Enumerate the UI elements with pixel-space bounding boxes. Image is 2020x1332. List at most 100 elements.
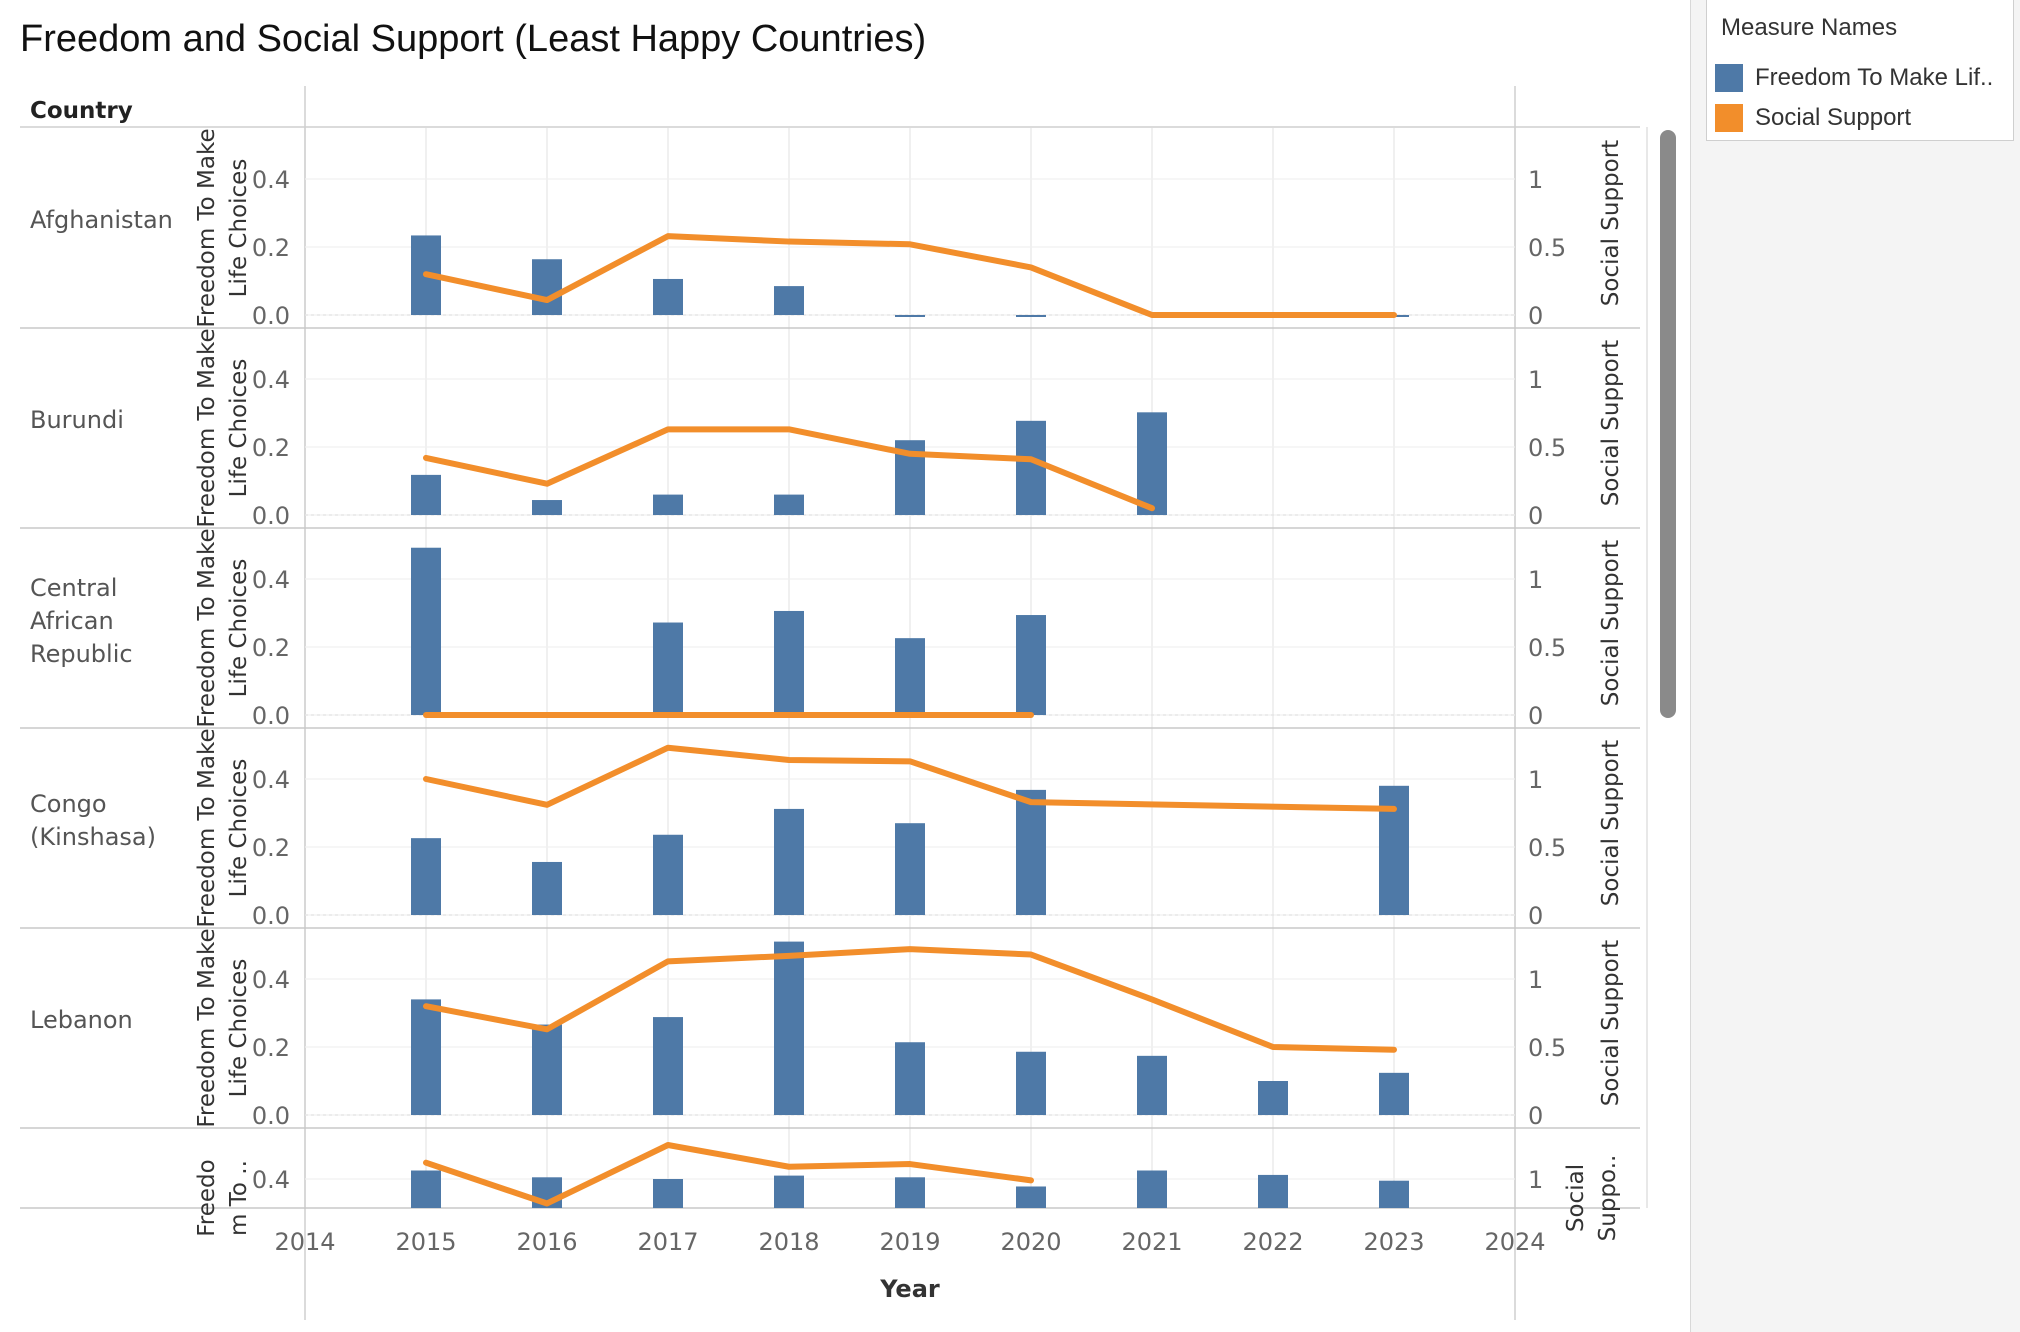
left-axis-title: Life Choices <box>226 359 252 498</box>
freedom-bar <box>774 610 804 715</box>
row-header-label: Country <box>30 98 133 124</box>
freedom-bar <box>1258 1174 1288 1208</box>
right-tick-label: 0 <box>1528 702 1543 730</box>
legend-title: Measure Names <box>1721 14 1898 41</box>
left-tick-label: 0.4 <box>252 766 290 794</box>
left-tick-label: 0.2 <box>252 834 290 862</box>
country-label: (Kinshasa) <box>30 823 156 851</box>
freedom-bar <box>1137 412 1167 515</box>
right-tick-label: 0 <box>1528 902 1543 930</box>
panel-marks <box>411 744 1409 915</box>
left-tick-label: 0.4 <box>252 566 290 594</box>
left-axis-title: Freedom To Make <box>194 528 220 727</box>
legend-item-freedom[interactable]: Freedom To Make Lif.. <box>1715 62 2011 94</box>
right-axis-title: Social Support <box>1598 340 1624 506</box>
freedom-bar <box>1137 1170 1167 1208</box>
left-tick-label: 0.2 <box>252 634 290 662</box>
x-tick-label: 2015 <box>395 1228 456 1256</box>
right-tick-label: 0 <box>1528 302 1543 330</box>
right-tick-label: 0.5 <box>1528 834 1566 862</box>
x-tick-label: 2019 <box>879 1228 940 1256</box>
country-label: Lebanon <box>30 1006 133 1034</box>
legend-item-social-support[interactable]: Social Support <box>1715 102 2011 134</box>
vertical-scrollbar[interactable] <box>1660 130 1676 718</box>
right-tick-label: 1 <box>1528 166 1543 194</box>
social-support-line <box>423 426 1155 512</box>
freedom-bar <box>895 315 925 317</box>
right-tick-label: 1 <box>1528 1166 1543 1194</box>
x-tick-label: 2016 <box>516 1228 577 1256</box>
left-axis-title: Life Choices <box>226 959 252 1098</box>
right-tick-label: 1 <box>1528 766 1543 794</box>
right-axis-title: Social Support <box>1598 140 1624 306</box>
legend-label-social-support: Social Support <box>1755 104 1912 131</box>
left-axis-title: Life Choices <box>226 759 252 898</box>
chart-area: Country Afghanistan 0.0 0.2 0.4 0 0.5 1 Freedom … <box>20 86 1648 1320</box>
panel-marks <box>411 1142 1409 1208</box>
left-tick-label: 0.0 <box>252 1102 290 1130</box>
freedom-bar <box>774 286 804 315</box>
left-tick-label: 0.4 <box>252 1166 290 1194</box>
freedom-bar <box>653 834 683 915</box>
right-tick-label: 0 <box>1528 1102 1543 1130</box>
right-tick-label: 1 <box>1528 566 1543 594</box>
freedom-bar <box>1016 1186 1046 1208</box>
social-support-line <box>423 233 1397 318</box>
freedom-bar <box>1016 1051 1046 1115</box>
freedom-bar <box>895 638 925 715</box>
right-tick-label: 0.5 <box>1528 634 1566 662</box>
right-axis-title: Social <box>1563 1164 1589 1232</box>
freedom-bar <box>1379 785 1409 915</box>
right-tick-label: 0.5 <box>1528 234 1566 262</box>
freedom-bar <box>411 838 441 915</box>
freedom-bar <box>1016 789 1046 915</box>
legend-label-freedom: Freedom To Make Lif.. <box>1755 64 1994 91</box>
freedom-bar <box>653 622 683 715</box>
left-tick-label: 0.0 <box>252 702 290 730</box>
freedom-bar <box>653 278 683 315</box>
left-axis-title: Freedom To Make <box>194 928 220 1127</box>
panel-marks <box>411 233 1409 318</box>
freedom-bar <box>1379 1180 1409 1208</box>
left-tick-label: 0.2 <box>252 434 290 462</box>
legend: Measure Names Freedom To Make Lif.. Soci… <box>1706 0 2014 141</box>
freedom-bar <box>1016 315 1046 317</box>
right-tick-label: 1 <box>1528 966 1543 994</box>
left-tick-label: 0.4 <box>252 166 290 194</box>
freedom-bar <box>411 547 441 715</box>
legend-swatch-freedom <box>1715 64 1743 92</box>
freedom-bar <box>774 941 804 1115</box>
x-axis-title: Year <box>879 1275 940 1303</box>
right-axis-title: Social Support <box>1598 540 1624 706</box>
freedom-bar <box>411 999 441 1115</box>
left-axis-title: Freedom To Make <box>194 328 220 527</box>
x-tick-label: 2018 <box>758 1228 819 1256</box>
freedom-bar <box>411 1170 441 1208</box>
country-label: Afghanistan <box>30 206 173 234</box>
freedom-bar <box>411 474 441 515</box>
freedom-bar <box>895 1042 925 1115</box>
country-label: Republic <box>30 640 133 668</box>
social-support-line <box>423 946 1397 1053</box>
country-label: Burundi <box>30 406 124 434</box>
left-axis-title: Life Choices <box>226 559 252 698</box>
country-label: Congo <box>30 790 107 818</box>
freedom-bar <box>532 861 562 915</box>
right-tick-label: 1 <box>1528 366 1543 394</box>
side-panel <box>1690 0 2020 1332</box>
right-axis-title: Social Support <box>1598 940 1624 1106</box>
x-tick-label: 2024 <box>1484 1228 1545 1256</box>
left-tick-label: 0.0 <box>252 302 290 330</box>
freedom-bar <box>774 1175 804 1208</box>
x-tick-label: 2021 <box>1121 1228 1182 1256</box>
left-tick-label: 0.2 <box>252 234 290 262</box>
left-tick-label: 0.2 <box>252 1034 290 1062</box>
left-tick-label: 0.0 <box>252 902 290 930</box>
freedom-bar <box>1016 420 1046 515</box>
freedom-bar <box>774 494 804 515</box>
social-support-line <box>423 1142 1034 1207</box>
freedom-bar <box>1258 1081 1288 1115</box>
freedom-bar <box>653 1179 683 1208</box>
freedom-bar <box>532 259 562 315</box>
left-axis-title: Freedom To Make <box>194 728 220 927</box>
